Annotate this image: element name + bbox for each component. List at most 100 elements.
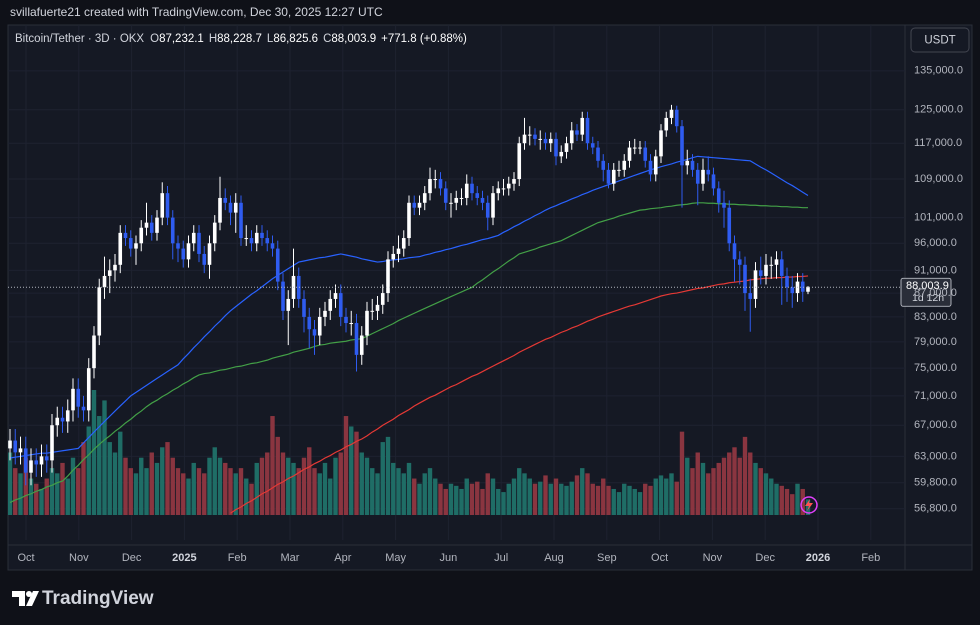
candle-body	[743, 264, 747, 294]
volume-bar	[170, 457, 175, 515]
currency-button[interactable]	[910, 27, 970, 53]
volume-bar	[427, 468, 433, 515]
y-tick-label: 101,000.0	[914, 212, 963, 224]
legend-key: O	[150, 33, 159, 45]
legend-key: L	[267, 33, 274, 45]
last-price-tag	[900, 277, 952, 307]
volume-bar	[112, 452, 118, 515]
volume-bar	[165, 442, 170, 515]
x-tick-label: Nov	[703, 552, 723, 564]
candle-body	[737, 259, 742, 265]
volume-bar	[464, 478, 469, 515]
y-tick-label: 63,000.0	[914, 450, 957, 462]
candle-body	[365, 310, 369, 336]
volume-bar	[86, 426, 91, 515]
candle-body	[144, 222, 149, 228]
candle-body	[102, 275, 107, 288]
candle-body	[333, 293, 338, 299]
volume-bar	[8, 452, 13, 515]
candle-body	[338, 293, 343, 317]
volume-bar	[228, 468, 233, 515]
volume-bar	[60, 462, 65, 515]
x-tick-label: Feb	[228, 552, 247, 564]
candle-body	[753, 270, 758, 299]
candle-body	[664, 117, 669, 131]
volume-bar	[653, 478, 658, 515]
currency-label[interactable]: USDT	[924, 35, 955, 47]
candle-body	[764, 264, 768, 276]
candle-body	[464, 183, 469, 198]
candle-body	[632, 147, 637, 149]
volume-bar	[716, 462, 721, 515]
volume-bar	[107, 442, 112, 515]
candle-body	[380, 293, 385, 305]
legend-value: 88,003.9	[331, 33, 376, 45]
candle-body	[39, 456, 44, 465]
candle-body	[13, 440, 18, 453]
candle-body	[491, 193, 495, 218]
candle-body	[270, 243, 275, 249]
volume-bar	[674, 481, 679, 515]
volume-bar	[774, 483, 779, 515]
volume-bar	[39, 488, 44, 515]
volume-bar	[700, 462, 706, 515]
y-tick-label: 125,000.0	[914, 104, 963, 116]
candle-body	[92, 335, 96, 369]
candle-body	[417, 202, 422, 208]
last-price-label: 88,003.9	[906, 280, 949, 292]
volume-bar	[322, 462, 328, 515]
volume-bar	[275, 436, 280, 515]
candle-body	[228, 202, 233, 213]
volume-bar	[370, 468, 375, 515]
candle-body	[202, 253, 207, 265]
candle-body	[134, 243, 138, 249]
volume-bar	[28, 478, 34, 515]
candle-body	[212, 222, 217, 244]
volume-bar	[779, 485, 784, 515]
volume-bar	[669, 473, 674, 515]
candle-body	[806, 287, 810, 292]
volume-bar	[637, 492, 643, 515]
candle-body	[538, 138, 543, 140]
candle-body	[449, 202, 453, 204]
volume-bar	[732, 447, 737, 515]
volume-bar	[627, 485, 632, 515]
candle-body	[34, 460, 39, 465]
volume-bar	[559, 483, 564, 515]
volume-bar	[280, 452, 286, 515]
volume-bar	[359, 452, 364, 515]
candle-body	[370, 310, 375, 312]
candle-body	[433, 179, 438, 181]
legend-value: 86,825.6	[273, 33, 318, 45]
candle-body	[475, 193, 480, 198]
volume-bar	[380, 442, 385, 515]
y-tick-label: 71,000.0	[914, 390, 957, 402]
volume-bar	[338, 452, 343, 515]
volume-bar	[144, 468, 149, 515]
volume-bar	[595, 485, 601, 515]
volume-bar	[790, 494, 795, 515]
volume-bar	[391, 462, 396, 515]
candle-body	[506, 183, 511, 189]
volume-bar	[154, 462, 160, 515]
candle-body	[401, 238, 406, 249]
volume-bar	[186, 478, 191, 515]
volume-bar	[238, 468, 244, 515]
candle-body	[307, 316, 312, 330]
volume-bar	[532, 483, 538, 515]
volume-bar	[312, 468, 317, 515]
volume-bar	[139, 457, 144, 515]
candle-body	[328, 298, 333, 311]
candle-body	[564, 143, 569, 152]
candle-body	[286, 298, 291, 311]
volume-bar	[454, 485, 459, 515]
volume-bar	[522, 473, 527, 515]
legend-value: 87,232.1	[159, 33, 204, 45]
volume-bar	[737, 457, 742, 515]
candle-body	[249, 238, 254, 244]
candle-body	[611, 169, 616, 184]
candle-body	[18, 448, 23, 453]
logo	[12, 591, 39, 606]
candle-body	[533, 134, 537, 139]
candle-body	[648, 160, 653, 175]
